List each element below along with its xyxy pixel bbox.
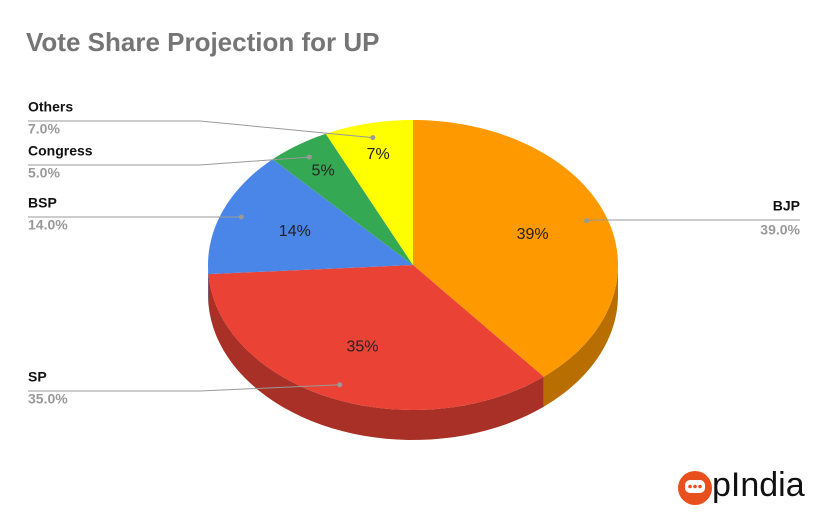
data-label: 5% bbox=[312, 163, 335, 180]
callout-line bbox=[28, 384, 340, 392]
pie-slice bbox=[325, 120, 413, 265]
callout-name: Congress bbox=[28, 143, 93, 159]
pie-slice bbox=[208, 159, 413, 275]
callout-dot bbox=[238, 214, 244, 220]
chart-title: Vote Share Projection for UP bbox=[26, 27, 379, 57]
pie-slice bbox=[208, 265, 544, 410]
data-label: 39% bbox=[517, 226, 549, 243]
data-label: 14% bbox=[279, 223, 311, 240]
logo-text: pIndia bbox=[712, 466, 805, 504]
callout-value: 14.0% bbox=[28, 217, 68, 233]
callout-name: BJP bbox=[773, 198, 800, 214]
callout-dot bbox=[337, 382, 343, 388]
logo: pIndia bbox=[678, 466, 805, 505]
pie-slice-side bbox=[208, 274, 544, 440]
data-label: 35% bbox=[347, 339, 379, 356]
callout-line bbox=[28, 156, 310, 166]
callout-line bbox=[586, 219, 800, 222]
callout-value: 5.0% bbox=[28, 165, 60, 181]
pie-slice bbox=[272, 133, 413, 265]
callout-name: Others bbox=[28, 99, 73, 115]
logo-dot bbox=[688, 484, 692, 489]
callout-name: SP bbox=[28, 369, 47, 385]
callout-line bbox=[28, 120, 373, 139]
callout-dot bbox=[584, 218, 590, 224]
callout-name: BSP bbox=[28, 195, 57, 211]
pie-slice-side bbox=[543, 265, 618, 407]
callout-value: 35.0% bbox=[28, 391, 68, 407]
callout-dot bbox=[306, 154, 312, 160]
logo-dot bbox=[698, 484, 702, 489]
callout-value: 39.0% bbox=[760, 222, 800, 238]
callout-dot bbox=[370, 135, 376, 141]
logo-dot bbox=[693, 484, 697, 489]
callout-value: 7.0% bbox=[28, 121, 60, 137]
data-label: 7% bbox=[367, 146, 390, 163]
pie-slice bbox=[413, 120, 618, 377]
